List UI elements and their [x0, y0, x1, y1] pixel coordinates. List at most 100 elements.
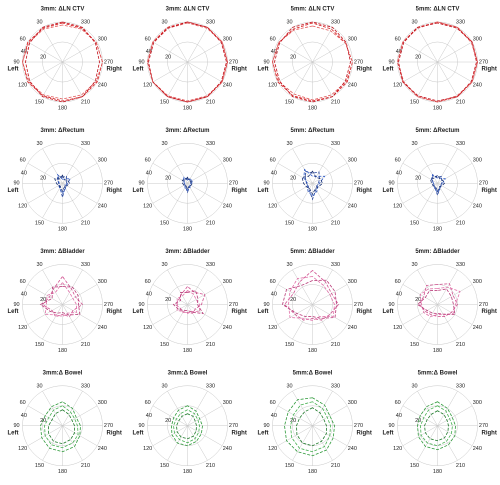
spoke — [62, 27, 83, 63]
spoke — [62, 148, 83, 184]
theta-tick-label: 120 — [268, 82, 277, 88]
spoke — [277, 405, 313, 426]
left-label: Left — [133, 309, 144, 315]
curve — [44, 281, 77, 317]
spoke — [62, 304, 83, 340]
curve — [25, 21, 100, 103]
spoke — [42, 183, 63, 219]
theta-tick-label: 270 — [354, 302, 363, 308]
theta-tick-label: 300 — [473, 158, 482, 164]
spoke — [402, 183, 438, 204]
r-tick-label: 40 — [146, 170, 152, 176]
theta-tick-label: 300 — [473, 279, 482, 285]
theta-tick-label: 270 — [104, 59, 113, 65]
theta-tick-label: 150 — [35, 342, 44, 348]
spoke — [312, 183, 333, 219]
spoke — [152, 183, 188, 204]
spoke — [167, 61, 188, 97]
theta-tick-label: 60 — [20, 400, 26, 406]
theta-tick-label: 90 — [263, 302, 269, 308]
theta-tick-label: 270 — [354, 181, 363, 187]
right-label: Right — [482, 67, 497, 73]
spoke — [152, 163, 188, 184]
spoke — [187, 41, 223, 63]
right-label: Right — [357, 188, 372, 194]
spoke — [27, 61, 63, 83]
panel-title: 3mm: ΔBladder — [40, 249, 85, 255]
theta-tick-label: 270 — [229, 59, 238, 65]
curve — [424, 410, 449, 442]
curve — [296, 407, 327, 447]
theta-tick-label: 300 — [223, 400, 232, 406]
theta-tick-label: 180 — [433, 227, 442, 233]
theta-tick-label: 330 — [81, 383, 90, 389]
theta-tick-label: 240 — [223, 446, 232, 452]
spoke — [152, 284, 188, 305]
left-label: Left — [383, 67, 394, 73]
spoke — [187, 405, 223, 426]
theta-tick-label: 210 — [456, 342, 465, 348]
curve — [284, 397, 335, 457]
theta-tick-label: 30 — [161, 20, 167, 26]
theta-tick-label: 90 — [138, 181, 144, 187]
spoke — [417, 304, 438, 340]
theta-tick-label: 90 — [13, 181, 19, 187]
spoke — [167, 27, 188, 63]
curve — [417, 401, 456, 451]
curve — [56, 173, 72, 195]
r-tick-label: 40 — [396, 292, 402, 298]
right-label: Right — [482, 309, 497, 315]
panel-title: 3mm:Δ Bowel — [43, 370, 83, 376]
spoke — [312, 163, 348, 184]
spoke — [312, 269, 333, 305]
spoke — [417, 183, 438, 219]
spoke — [292, 425, 313, 461]
theta-tick-label: 210 — [456, 99, 465, 105]
theta-tick-label: 150 — [160, 463, 169, 469]
theta-tick-label: 150 — [285, 99, 294, 105]
spoke — [437, 284, 473, 305]
spoke — [27, 304, 63, 325]
theta-tick-label: 210 — [81, 463, 90, 469]
right-label: Right — [107, 67, 122, 73]
curve — [305, 170, 320, 201]
spoke — [152, 41, 188, 63]
theta-tick-label: 210 — [81, 342, 90, 348]
panel-title: 3mm: ΔRectum — [41, 128, 85, 134]
curve — [274, 21, 351, 103]
theta-tick-label: 30 — [286, 141, 292, 147]
theta-tick-label: 180 — [433, 469, 442, 475]
theta-tick-label: 60 — [145, 279, 151, 285]
theta-tick-label: 330 — [81, 141, 90, 147]
theta-tick-label: 180 — [183, 105, 192, 111]
right-label: Right — [232, 188, 247, 194]
spoke — [437, 304, 458, 340]
spoke — [42, 390, 63, 426]
spoke — [292, 27, 313, 63]
theta-tick-label: 120 — [18, 82, 27, 88]
theta-tick-label: 150 — [160, 221, 169, 227]
right-label: Right — [107, 188, 122, 194]
spoke — [152, 405, 188, 426]
spoke — [312, 61, 348, 83]
r-tick-label: 40 — [21, 170, 27, 176]
theta-tick-label: 150 — [410, 221, 419, 227]
theta-tick-label: 270 — [229, 423, 238, 429]
theta-tick-label: 330 — [81, 262, 90, 268]
spoke — [42, 425, 63, 461]
spoke — [187, 148, 208, 184]
theta-tick-label: 120 — [268, 325, 277, 331]
curve — [174, 285, 206, 314]
r-tick-label: 20 — [40, 418, 46, 424]
theta-tick-label: 240 — [98, 325, 107, 331]
right-label: Right — [357, 430, 372, 436]
theta-tick-label: 330 — [331, 383, 340, 389]
theta-tick-label: 300 — [348, 158, 357, 164]
theta-tick-label: 60 — [145, 400, 151, 406]
theta-tick-label: 30 — [411, 141, 417, 147]
theta-tick-label: 120 — [268, 446, 277, 452]
spoke — [312, 148, 333, 184]
spoke — [402, 425, 438, 446]
r-tick-label: 20 — [415, 297, 421, 303]
theta-tick-label: 30 — [161, 141, 167, 147]
